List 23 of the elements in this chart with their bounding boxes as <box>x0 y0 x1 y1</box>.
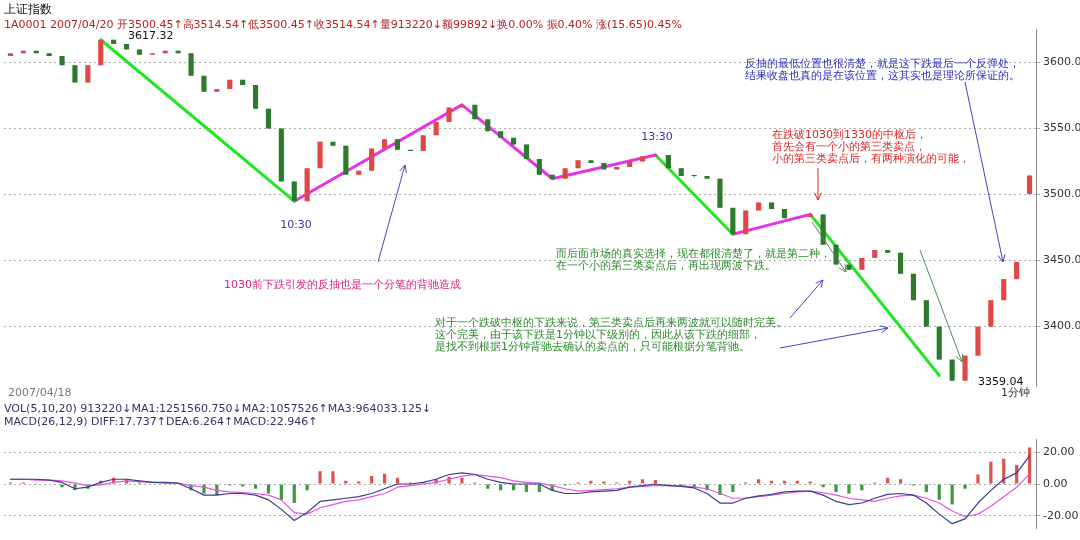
y-tick-label: 3400.0 <box>1043 319 1080 333</box>
text: VOL(5,10,20) 913220↓MA1:1251560.750↓MA2:1057526↑MA3:964033.125↓ <box>4 402 432 415</box>
annotation: 3617.32 <box>128 28 174 42</box>
y-tick-label: 3600.0 <box>1043 55 1080 69</box>
annotation: 而后面市场的真实选择，现在都很清楚了，就是第二种，在一个小的第三类卖点后，再出现两波下跌。 <box>556 246 831 272</box>
annotation: 反抽的最低位置也很清楚，就是这下跌最后一个反弹处，结果收盘也真的是在该位置，这其实也是理论所保证的。 <box>745 56 1020 82</box>
annotation: 10:30 <box>280 217 312 231</box>
y-tick-label: 0.00 <box>1043 476 1068 490</box>
y-tick-label: 3450.0 <box>1043 253 1080 267</box>
annotation: 2007/04/18 <box>8 385 72 399</box>
annotation: 对于一个跌破中枢的下跌来说，第三类卖点后再来两波就可以随时完美。这个完美，由于该下跌是1分钟以下级别的，因此从该下跌的细部，是找不到根据1分钟背驰去确认的卖点的，只可能根据分笔背驰。 <box>435 315 787 353</box>
y-tick-label: 3550.0 <box>1043 121 1080 135</box>
annotation: 13:30 <box>641 129 673 143</box>
annotation: 1030前下跌引发的反抽也是一个分笔的背驰造成 <box>224 277 461 291</box>
chart-subtitle: 1A0001 2007/04/20 开3500.45↑高3514.54↑低3500.45↑收3514.54↑量913220↓额99892↓换0.00% 振0.40% 涨(15.65)0.45% <box>4 17 683 31</box>
y-tick-label: 3500.0 <box>1043 187 1080 201</box>
annotation: 3359.04 <box>978 374 1024 388</box>
y-tick-label: -20.00 <box>1043 508 1079 522</box>
chart-title: MACD(26,12,9) DIFF:17.737↑DEA:6.264↑MACD:22.946↑ <box>4 415 318 428</box>
chart-title: 上证指数 <box>4 1 52 18</box>
y-tick-label: 20.00 <box>1043 445 1075 459</box>
annotation: 在跌破1030到1330的中枢后，首先会有一个小的第三类卖点，小的第三类卖点后，有两种演化的可能， <box>772 127 970 165</box>
annotation: 1分钟 <box>1001 385 1030 399</box>
